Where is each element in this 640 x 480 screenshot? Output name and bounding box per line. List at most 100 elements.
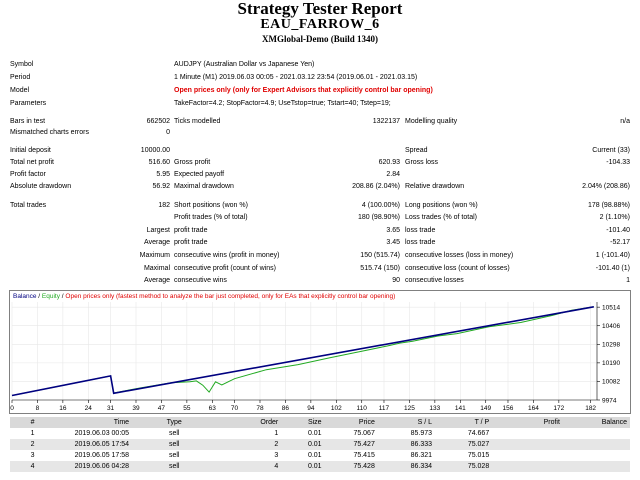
table-cell: 2 (10, 439, 38, 450)
x-tick-label: 78 (256, 405, 264, 412)
x-tick-label: 110 (357, 405, 368, 412)
table-cell: 75.427 (324, 439, 378, 450)
y-tick-label: 10190 (602, 360, 620, 367)
relative-drawdown-label: Relative drawdown (405, 183, 465, 190)
table-row: 1 2019.06.03 00:05 sell 1 0.01 75.067 85.973 74… (10, 428, 630, 439)
long-positions-value: 178 (98.88%) (587, 202, 630, 209)
expected-payoff-value: 2.84 (386, 171, 400, 178)
column-header: Balance (562, 417, 630, 428)
profit-trades-label: Profit trades (% of total) (174, 214, 248, 221)
total-trades-label: Total trades (10, 202, 47, 209)
x-tick-label: 16 (59, 405, 67, 412)
parameters-value: TakeFactor=4.2; StopFactor=4.9; UseTstop… (174, 100, 391, 107)
short-positions-value: 4 (100.00%) (361, 202, 400, 209)
x-tick-label: 182 (585, 405, 596, 412)
x-tick-label: 39 (132, 405, 140, 412)
average-loss-value: -52.17 (610, 239, 630, 246)
net-profit-label: Total net profit (10, 159, 54, 166)
column-header: S / L (377, 417, 436, 428)
quality-value: n/a (620, 118, 630, 125)
maximal-consecutive-profit-label: consecutive profit (count of wins) (174, 265, 276, 272)
absolute-drawdown-label: Absolute drawdown (10, 183, 72, 190)
table-cell: 4 (216, 461, 282, 472)
expert-name: EAU_FARROW_6 (260, 17, 380, 32)
column-header: Price (324, 417, 378, 428)
max-consecutive-wins-label: consecutive wins (profit in money) (174, 252, 280, 259)
average-profit-value: 3.45 (386, 239, 400, 246)
bars-value: 662502 (146, 118, 170, 125)
net-profit-value: 516.60 (148, 159, 170, 166)
largest-loss-value: -101.40 (606, 227, 630, 234)
average-profit-label: profit trade (174, 239, 208, 246)
table-cell: 86.321 (377, 450, 436, 461)
maximal-label: Maximal (143, 265, 170, 272)
legend-equity: Equity (42, 293, 61, 300)
table-cell (562, 450, 630, 461)
spread-value: Current (33) (592, 147, 630, 154)
total-trades-value: 182 (158, 202, 170, 209)
mismatch-value: 0 (166, 129, 170, 136)
mismatch-label: Mismatched charts errors (10, 129, 89, 136)
symbol-label: Symbol (10, 61, 34, 68)
long-positions-label: Long positions (won %) (405, 202, 478, 209)
chart-frame (9, 290, 631, 414)
relative-drawdown-value: 2.04% (208.86) (582, 183, 630, 190)
column-header: Time (37, 417, 133, 428)
table-cell (492, 428, 563, 439)
largest-profit-label: profit trade (174, 227, 208, 234)
table-cell: 86.333 (377, 439, 436, 450)
table-cell: 75.067 (324, 428, 378, 439)
x-tick-label: 31 (107, 405, 115, 412)
x-tick-label: 47 (158, 405, 166, 412)
table-cell: 75.028 (435, 461, 493, 472)
x-tick-label: 156 (503, 405, 514, 412)
gross-loss-label: Gross loss (405, 159, 439, 166)
largest-loss-label: loss trade (405, 227, 436, 234)
x-tick-label: 86 (282, 405, 290, 412)
period-label: Period (10, 74, 31, 81)
balance-line (11, 306, 594, 397)
column-header: Profit (492, 417, 563, 428)
table-row: 3 2019.06.05 17:58 sell 3 0.01 75.415 86.321 75… (10, 450, 630, 461)
loss-trades-value: 2 (1.10%) (599, 214, 630, 221)
average-consecutive-wins-value: 90 (392, 277, 400, 284)
gross-profit-value: 620.93 (378, 159, 400, 166)
parameters-label: Parameters (10, 100, 47, 107)
x-tick-label: 55 (183, 405, 191, 412)
table-cell (562, 428, 630, 439)
table-cell (492, 439, 563, 450)
chart-legend: Balance / Equity / Open prices only (fas… (13, 293, 395, 300)
table-cell: 1 (216, 428, 282, 439)
average-label: Average (144, 239, 170, 246)
x-tick-label: 0 (10, 405, 14, 412)
table-cell: 0.01 (281, 428, 325, 439)
x-tick-label: 149 (480, 405, 491, 412)
average-consecutive-losses-label: consecutive losses (405, 277, 464, 284)
model-label: Model (10, 87, 30, 94)
table-cell: 75.027 (435, 439, 493, 450)
table-cell: 2 (216, 439, 282, 450)
average-consecutive-losses-value: 1 (626, 277, 630, 284)
column-header: Order (216, 417, 282, 428)
largest-label: Largest (146, 227, 170, 234)
bars-label: Bars in test (10, 118, 46, 125)
table-row: 4 2019.06.06 04:28 sell 4 0.01 75.428 86.334 75… (10, 461, 630, 472)
y-tick-label: 10406 (602, 323, 620, 330)
ticks-label: Ticks modelled (174, 118, 221, 125)
table-cell: sell (132, 461, 217, 472)
column-header: # (10, 417, 38, 428)
quality-label: Modelling quality (405, 118, 458, 125)
gross-profit-label: Gross profit (174, 159, 211, 166)
y-tick-label: 10514 (602, 304, 620, 311)
model-value: Open prices only (only for Expert Adviso… (174, 87, 433, 94)
y-tick-label: 10082 (602, 379, 620, 386)
table-cell: 0.01 (281, 439, 325, 450)
max-consecutive-losses-value: 1 (-101.40) (595, 252, 630, 259)
gross-loss-value: -104.33 (606, 159, 630, 166)
x-tick-label: 24 (85, 405, 93, 412)
maximal-consecutive-loss-value: -101.40 (1) (595, 265, 630, 272)
x-tick-label: 70 (231, 405, 239, 412)
x-tick-label: 164 (528, 405, 539, 412)
